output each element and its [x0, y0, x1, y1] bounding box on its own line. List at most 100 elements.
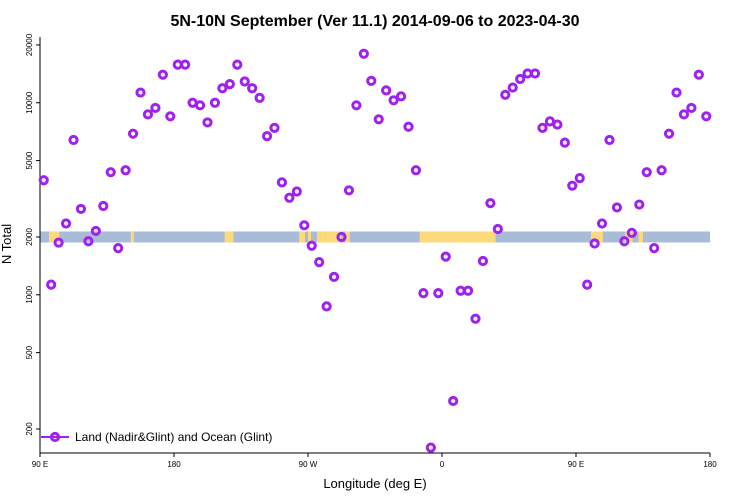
- data-point: [276, 177, 288, 188]
- data-point: [38, 175, 49, 186]
- x-tick-label: 90 E: [568, 460, 584, 469]
- data-point: [83, 236, 94, 247]
- data-point: [75, 203, 87, 215]
- land-segment: [224, 231, 234, 243]
- data-point: [589, 238, 600, 249]
- data-point: [314, 256, 325, 268]
- data-point: [366, 75, 377, 86]
- y-tick-label: 20000: [25, 33, 34, 56]
- data-point: [180, 59, 191, 70]
- data-point: [470, 313, 481, 324]
- data-point: [165, 111, 176, 122]
- data-point: [433, 288, 444, 299]
- land-mask-strip: [40, 231, 710, 243]
- land-segment: [130, 231, 134, 243]
- data-point: [232, 59, 243, 70]
- data-point: [142, 109, 154, 120]
- data-point: [440, 251, 451, 262]
- data-point: [105, 167, 116, 178]
- data-point: [634, 199, 645, 210]
- data-point: [611, 202, 623, 213]
- x-tick-label: 180: [167, 460, 181, 469]
- data-point: [68, 134, 79, 146]
- x-axis-label: Longitude (deg E): [323, 476, 426, 491]
- data-point: [60, 218, 72, 229]
- data-point: [343, 185, 355, 196]
- land-segment: [590, 231, 603, 243]
- data-point: [209, 97, 221, 108]
- data-point: [693, 69, 704, 80]
- data-point: [552, 119, 563, 130]
- data-point: [686, 102, 697, 114]
- data-point: [284, 192, 295, 203]
- data-point: [641, 167, 652, 178]
- x-tick-label: 180: [703, 460, 717, 469]
- data-point: [113, 243, 124, 254]
- data-point: [202, 117, 213, 128]
- x-tick-label: 90 E: [32, 460, 48, 469]
- data-point: [254, 92, 265, 103]
- chart-title: 5N-10N September (Ver 11.1) 2014-09-06 t…: [170, 13, 579, 30]
- data-point: [537, 122, 548, 133]
- data-point: [351, 100, 362, 111]
- data-point: [567, 180, 578, 191]
- data-point: [381, 85, 392, 96]
- data-point: [306, 240, 317, 251]
- data-point: [150, 102, 161, 114]
- ocean-band: [40, 231, 710, 243]
- data-point: [224, 79, 235, 90]
- y-tick-label: 2000: [25, 228, 34, 246]
- x-tick-label: 0: [440, 460, 445, 469]
- data-point: [663, 128, 675, 139]
- data-point: [239, 76, 250, 87]
- data-point: [247, 83, 258, 94]
- data-point: [127, 128, 139, 139]
- data-point: [485, 198, 496, 209]
- data-point: [217, 83, 228, 94]
- data-point: [507, 82, 518, 93]
- data-point: [98, 200, 109, 212]
- data-point: [649, 243, 660, 254]
- data-point: [559, 137, 570, 148]
- data-point: [299, 220, 310, 231]
- data-point: [425, 442, 436, 453]
- data-point: [358, 48, 369, 59]
- data-point: [410, 165, 422, 176]
- data-point: [418, 288, 429, 299]
- data-point: [500, 89, 511, 100]
- data-point: [604, 134, 615, 146]
- land-segment: [308, 231, 311, 243]
- x-tick-label: 90 W: [299, 460, 318, 469]
- data-point: [477, 255, 489, 267]
- land-segment: [299, 231, 306, 243]
- legend: Land (Nadir&Glint) and Ocean (Glint): [41, 430, 272, 444]
- data-point: [492, 223, 503, 235]
- data-point: [515, 73, 526, 85]
- data-point: [157, 69, 168, 80]
- land-segment: [345, 231, 350, 243]
- data-point: [321, 301, 332, 312]
- y-tick-label: 500: [25, 345, 34, 359]
- data-point: [626, 227, 637, 239]
- axes: 90 E 180 90 W 0 90 E 180 200 500 1000 2000 5000 100…: [25, 33, 717, 469]
- data-point: [656, 165, 667, 176]
- data-point: [574, 173, 585, 184]
- data-point: [90, 225, 101, 237]
- y-tick-label: 10000: [25, 91, 34, 114]
- legend-label: Land (Nadir&Glint) and Ocean (Glint): [75, 430, 272, 444]
- y-tick-label: 1000: [25, 285, 34, 303]
- data-point: [678, 109, 690, 120]
- land-segment: [325, 231, 341, 243]
- data-point: [462, 285, 474, 296]
- legend-marker: [49, 431, 61, 443]
- data-point: [395, 91, 407, 102]
- data-point: [596, 218, 608, 229]
- data-point: [403, 121, 414, 132]
- data-point: [269, 122, 280, 133]
- data-point: [120, 165, 131, 176]
- data-point: [582, 279, 593, 290]
- data-point: [388, 95, 399, 106]
- data-point: [135, 87, 146, 98]
